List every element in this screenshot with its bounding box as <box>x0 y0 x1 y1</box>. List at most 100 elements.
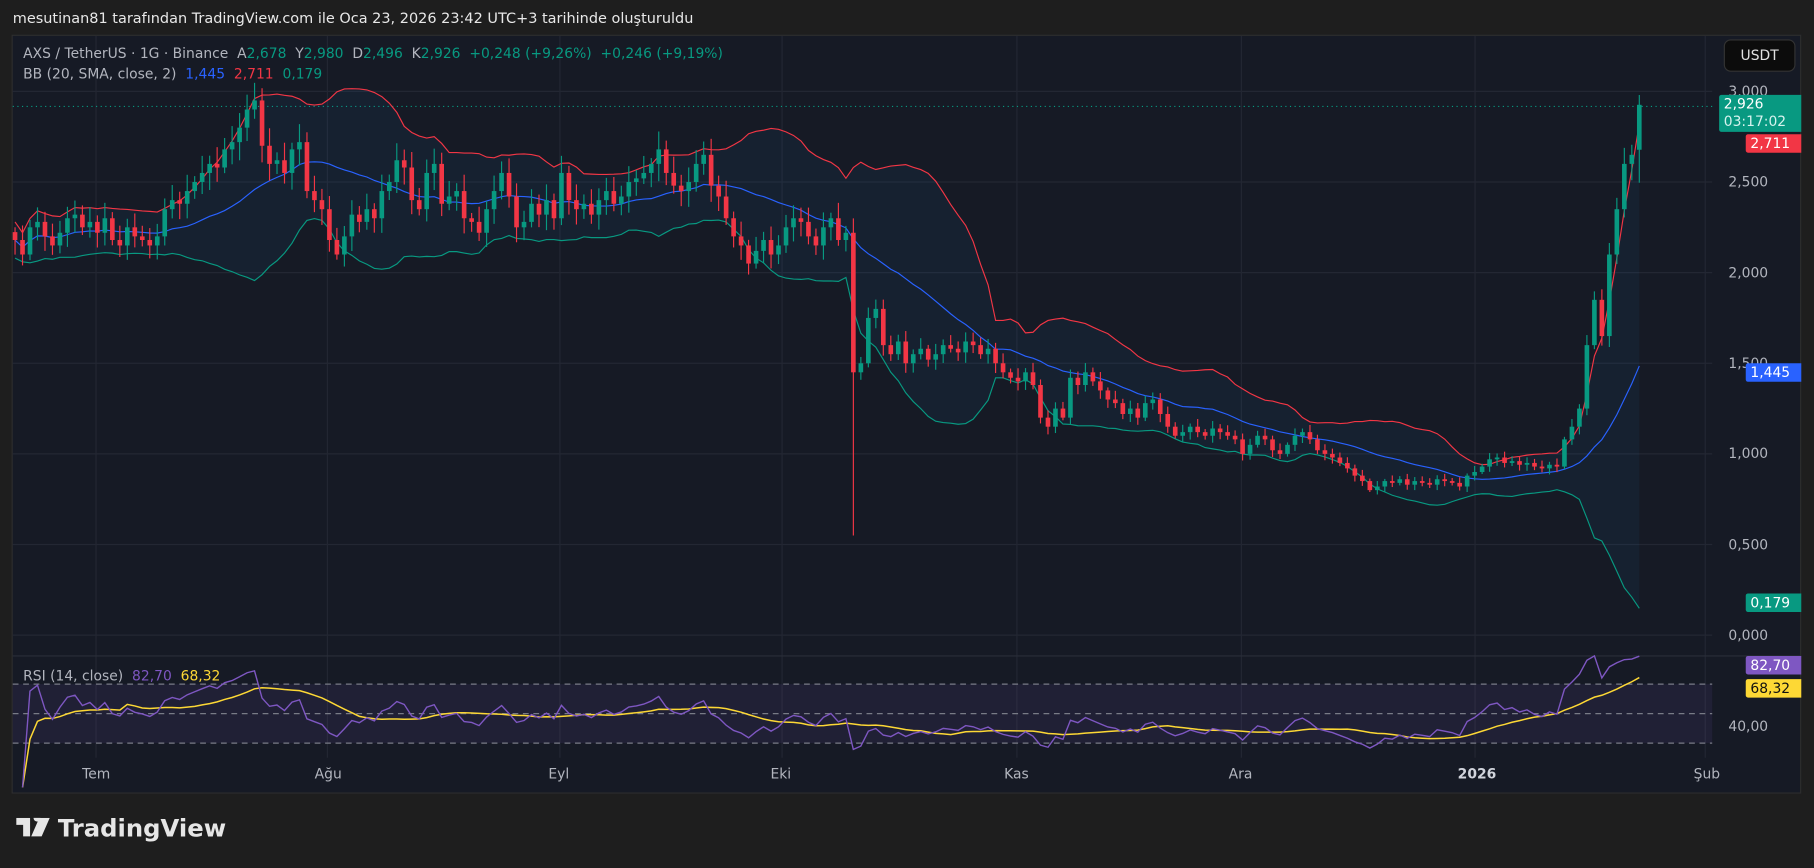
time-tick: Kas <box>1004 765 1029 783</box>
time-tick: Eyl <box>548 765 570 783</box>
candle-body <box>768 240 774 255</box>
candle-body <box>1322 450 1328 454</box>
candle-body <box>604 191 609 201</box>
low-value: 2,496 <box>363 45 403 62</box>
candle-body <box>416 200 422 210</box>
candle-body <box>454 191 459 197</box>
candle-body <box>648 163 654 173</box>
candle-body <box>65 218 70 233</box>
candle-body <box>154 236 160 246</box>
rsi-ma-tag: 68,32 <box>1745 679 1802 698</box>
candle-body <box>199 172 205 183</box>
candle-body <box>828 218 834 228</box>
candle-body <box>431 163 437 173</box>
price-tick: 1,000 <box>1728 445 1769 462</box>
candle-body <box>20 240 25 255</box>
candle-body <box>342 236 347 255</box>
candle-body <box>125 227 130 246</box>
candle-body <box>925 348 931 360</box>
chart-panel[interactable] <box>11 34 1802 794</box>
candle-body <box>1180 432 1186 436</box>
bb-lower-tag: 0,179 <box>1745 593 1802 612</box>
candle-body <box>57 232 63 246</box>
bb-label: BB (20, SMA, close, 2) <box>23 65 177 83</box>
symbol-legend: AXS / TetherUS · 1G · Binance A2,678 Y2,… <box>23 45 723 61</box>
candle-body <box>791 218 796 228</box>
candle-body <box>1360 475 1365 482</box>
candle-body <box>529 203 534 222</box>
candle-body <box>693 163 699 183</box>
time-tick: Ağu <box>314 765 342 783</box>
candle-body <box>1479 466 1485 473</box>
candle-body <box>1172 426 1178 436</box>
time-axis[interactable]: Tem Ağu Eyl Eki Kas Ara 2026 Şub <box>12 758 1720 793</box>
rsi-tag: 82,70 <box>1745 655 1802 675</box>
close-value: 2,926 <box>420 45 461 62</box>
candle-body <box>1165 414 1171 427</box>
price-axis[interactable]: 3,000 2,500 2,000 1,500 1,000 0,500 0,00… <box>1712 35 1802 794</box>
currency-button[interactable]: USDT <box>1723 39 1796 72</box>
candle-body <box>1457 482 1462 487</box>
grid-lines <box>12 35 1802 758</box>
candle-body <box>319 200 325 210</box>
candle-body <box>873 308 879 318</box>
candle-body <box>1210 428 1215 436</box>
candle-body <box>1038 385 1043 418</box>
candle-body <box>798 218 804 222</box>
candle-body <box>274 160 280 164</box>
bollinger-fill <box>15 88 1640 609</box>
candle-body <box>259 100 265 146</box>
candle-body <box>1352 468 1358 476</box>
candle-body <box>836 218 841 241</box>
low-label: D <box>352 45 364 62</box>
candle-body <box>386 182 392 192</box>
candle-body <box>312 191 317 201</box>
candle-body <box>297 142 302 150</box>
candle-body <box>162 209 168 237</box>
candle-body <box>1030 372 1036 386</box>
candle-body <box>1090 372 1096 382</box>
candle-body <box>806 221 811 237</box>
candle-body <box>1464 475 1470 487</box>
open-label: A <box>237 45 247 62</box>
last-price: 2,926 <box>1723 96 1764 113</box>
candle-body <box>1008 372 1013 378</box>
candle-body <box>1622 163 1627 210</box>
tradingview-logo[interactable]: TradingView <box>16 814 226 842</box>
candle-body <box>491 191 497 210</box>
candle-body <box>1629 154 1635 164</box>
candle-body <box>95 221 100 233</box>
candle-body <box>12 232 18 241</box>
candle-body <box>207 163 212 173</box>
candle-body <box>1285 444 1290 454</box>
candle-body <box>1532 462 1537 467</box>
candle-body <box>1337 457 1343 463</box>
time-tick: 2026 <box>1457 765 1497 783</box>
candle-body <box>282 160 287 173</box>
candle-body <box>1315 439 1320 451</box>
candle-body <box>851 232 856 373</box>
candle-body <box>963 341 968 353</box>
symbol-info[interactable]: AXS / TetherUS · 1G · Binance <box>23 45 229 62</box>
candle-body <box>1367 481 1373 491</box>
candle-body <box>1023 372 1028 382</box>
candle-body <box>484 209 489 233</box>
candle-body <box>678 185 684 192</box>
rsi-legend[interactable]: RSI (14, close) 82,70 68,32 <box>23 668 220 684</box>
candle-body <box>192 182 197 192</box>
tradingview-logo-icon <box>16 817 50 837</box>
bb-basis-value: 1,445 <box>185 65 226 83</box>
candle-body <box>87 221 93 228</box>
candle-body <box>372 209 377 219</box>
candles <box>12 82 1642 536</box>
change-value: +0,248 (+9,26%) <box>469 45 592 62</box>
candle-body <box>1554 464 1560 467</box>
candle-body <box>357 214 362 222</box>
candle-body <box>439 163 445 204</box>
candle-body <box>1442 479 1448 482</box>
candle-body <box>42 221 48 237</box>
candle-body <box>813 236 819 246</box>
candle-body <box>1277 450 1283 454</box>
bb-legend[interactable]: BB (20, SMA, close, 2) 1,445 2,711 0,179 <box>23 66 322 82</box>
